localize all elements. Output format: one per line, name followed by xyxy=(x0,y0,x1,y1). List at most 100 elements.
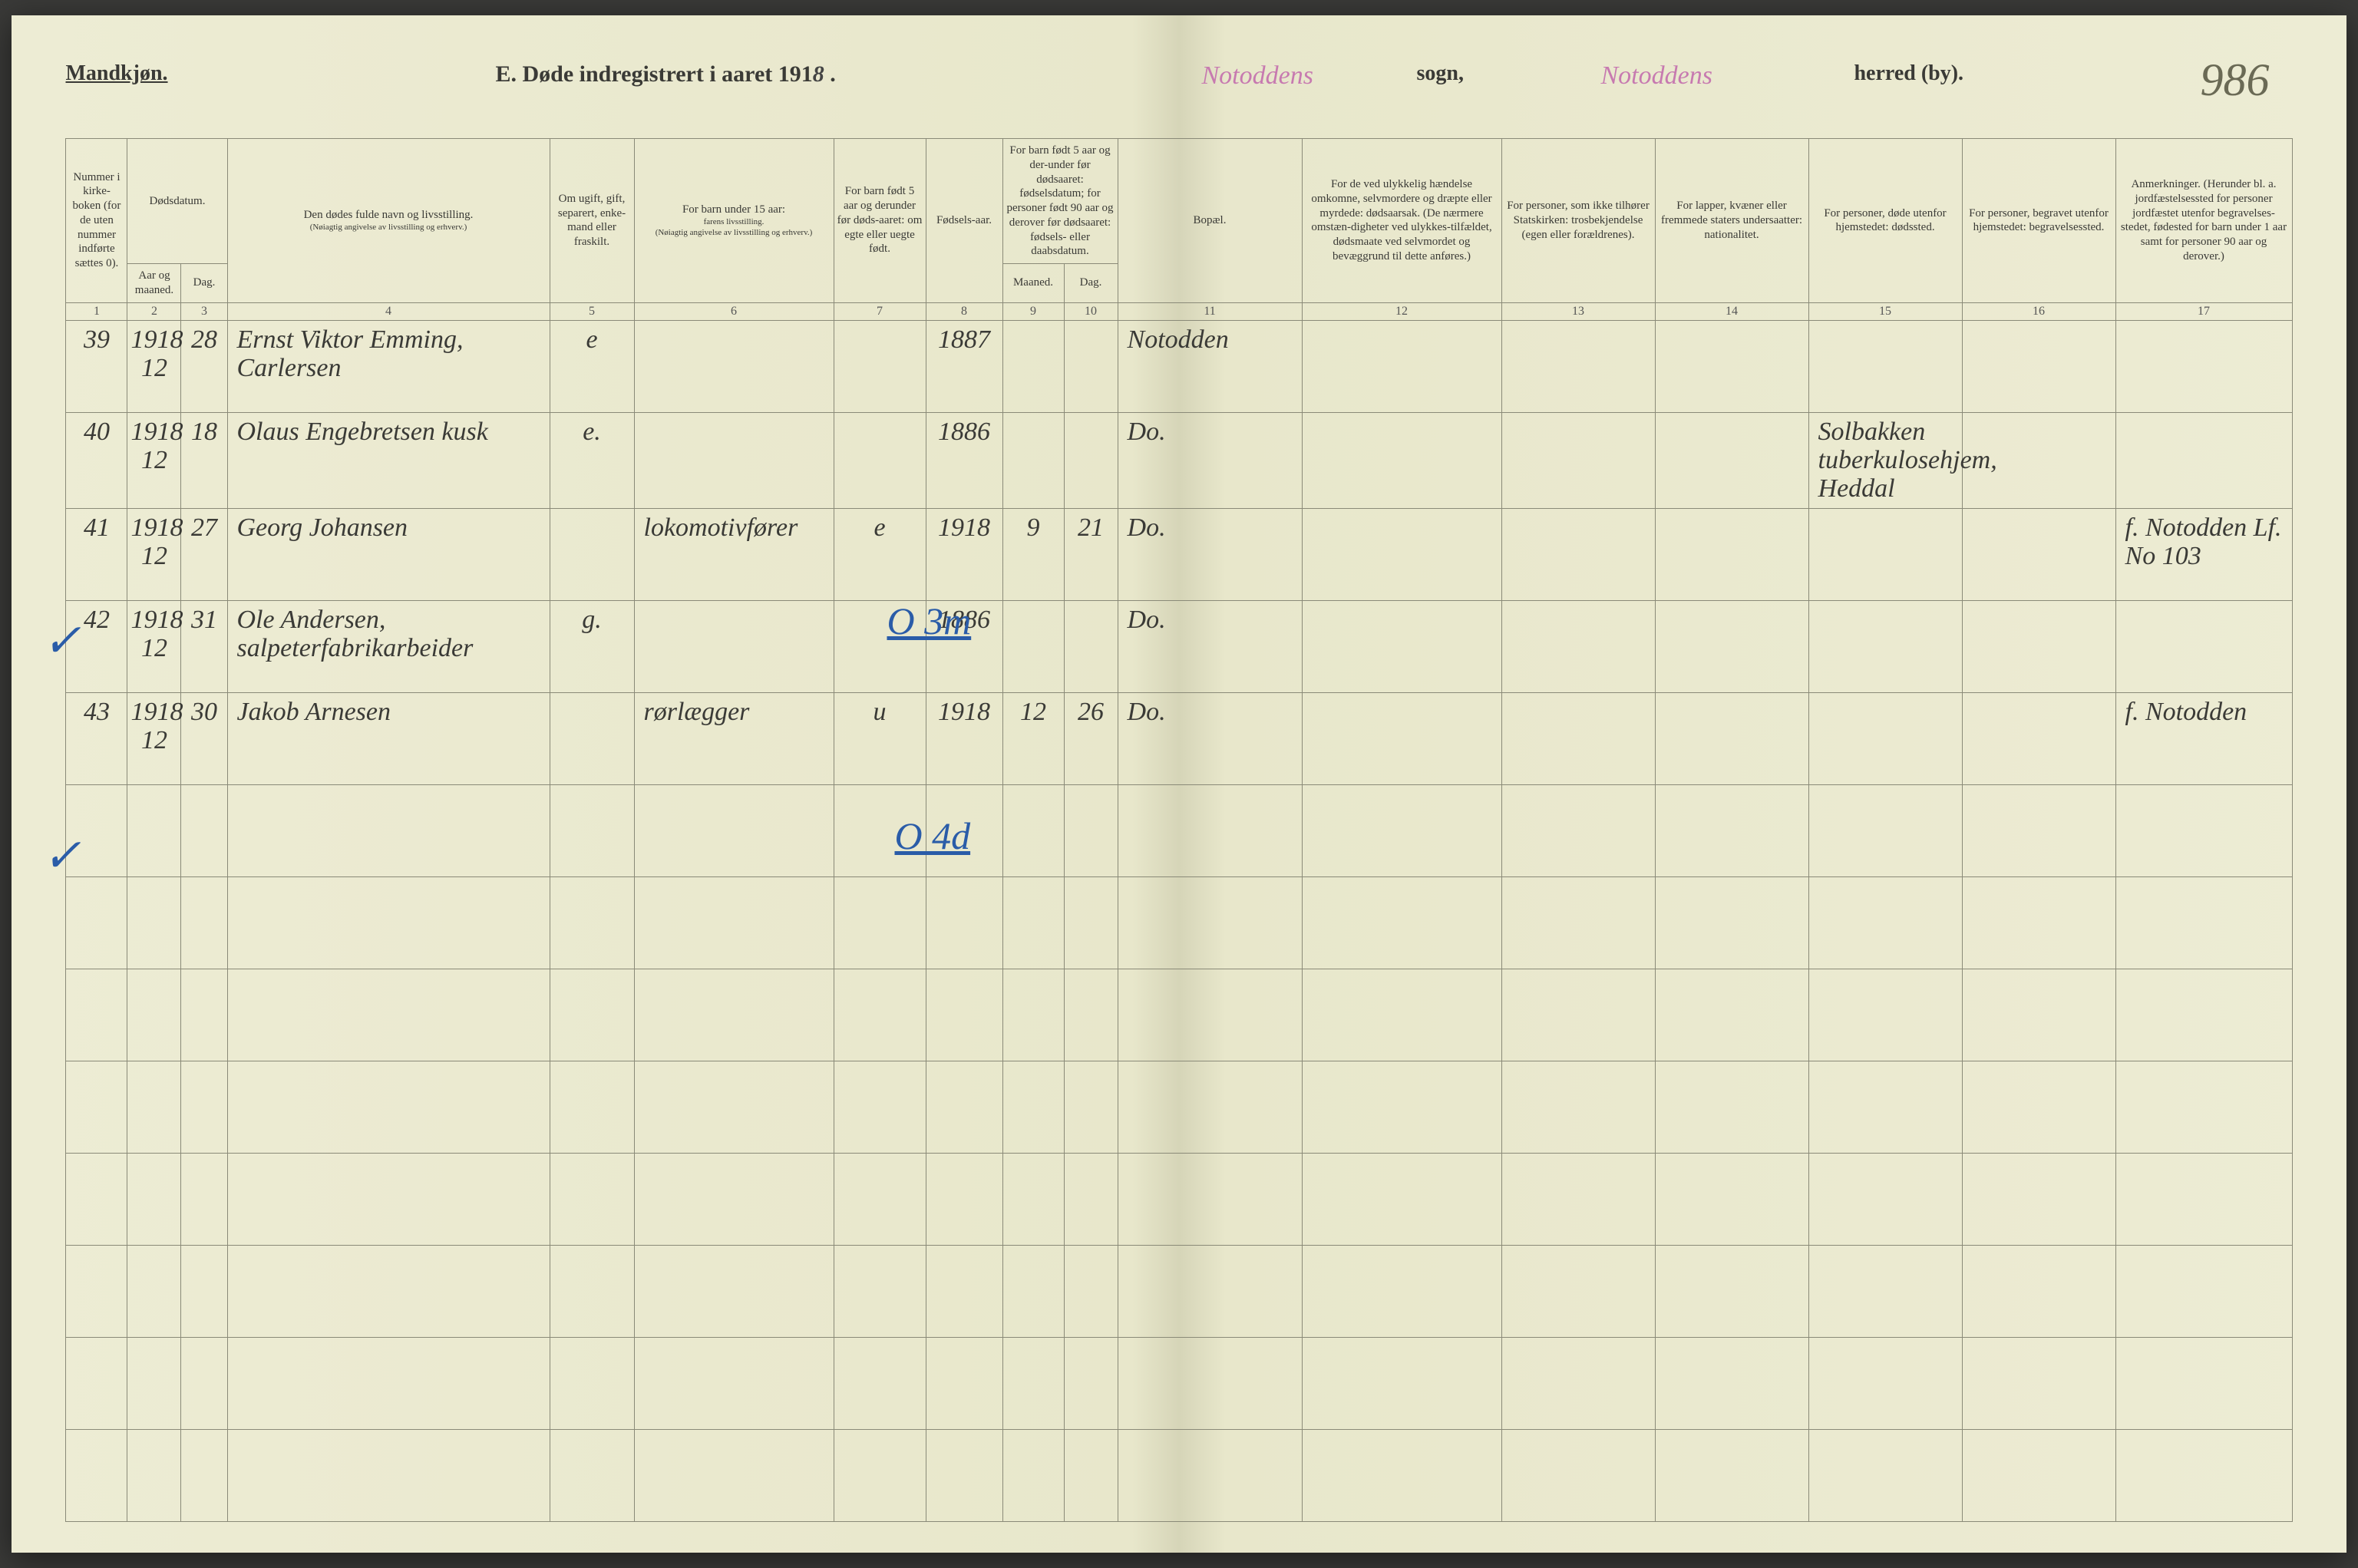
cell xyxy=(1501,784,1655,876)
form-title: E. Døde indregistrert i aaret 1918 . xyxy=(495,61,835,87)
cell: Do. xyxy=(1118,412,1302,508)
cell xyxy=(2115,876,2292,969)
cell xyxy=(550,1153,634,1245)
cell xyxy=(550,1061,634,1153)
cell: 18 xyxy=(181,412,227,508)
cell xyxy=(227,1153,550,1245)
cell xyxy=(66,969,127,1061)
cell: Ole Andersen, salpeterfabrikarbeider xyxy=(227,600,550,692)
col-header-9c: Dag. xyxy=(1064,264,1118,303)
cell: 43 xyxy=(66,692,127,784)
cell: 21 xyxy=(1064,508,1118,600)
cell: 30 xyxy=(181,692,227,784)
cell xyxy=(1302,320,1501,412)
colnum: 13 xyxy=(1501,302,1655,320)
colnum: 7 xyxy=(834,302,926,320)
cell: g. xyxy=(550,600,634,692)
ledger-page: Mandkjøn. E. Døde indregistrert i aaret … xyxy=(12,15,2346,1553)
cell: 9 xyxy=(1002,508,1064,600)
cell xyxy=(1302,692,1501,784)
cell xyxy=(1002,876,1064,969)
table-row xyxy=(66,784,2292,876)
col-header-13: For personer, som ikke tilhører Statskir… xyxy=(1501,139,1655,303)
title-prefix: E. Døde indregistrert i aaret 191 xyxy=(495,61,812,87)
colnum: 1 xyxy=(66,302,127,320)
cell xyxy=(926,969,1002,1061)
cell xyxy=(1002,1337,1064,1429)
cell xyxy=(1064,412,1118,508)
cell xyxy=(1302,1061,1501,1153)
cell: Jakob Arnesen xyxy=(227,692,550,784)
blue-annotation: O 3m xyxy=(887,599,971,643)
herred-label: herred (by). xyxy=(1854,61,1963,86)
cell xyxy=(1501,320,1655,412)
cell xyxy=(127,1153,181,1245)
cell xyxy=(1655,508,1808,600)
table-row xyxy=(66,1245,2292,1337)
cell xyxy=(66,1061,127,1153)
cell xyxy=(1501,1153,1655,1245)
cell: f. Notodden xyxy=(2115,692,2292,784)
cell xyxy=(1302,1153,1501,1245)
cell xyxy=(181,784,227,876)
cell xyxy=(1302,876,1501,969)
cell xyxy=(1962,600,2115,692)
cell xyxy=(834,1337,926,1429)
col-header-7: For barn født 5 aar og derunder før døds… xyxy=(834,139,926,303)
colnum: 10 xyxy=(1064,302,1118,320)
cell xyxy=(1064,784,1118,876)
cell xyxy=(127,1245,181,1337)
cell xyxy=(127,784,181,876)
cell xyxy=(1962,1153,2115,1245)
check-mark-icon: ✓ xyxy=(42,829,81,883)
blue-annotation: O 4d xyxy=(894,814,970,858)
cell xyxy=(1962,969,2115,1061)
cell: 1887 xyxy=(926,320,1002,412)
cell xyxy=(1002,600,1064,692)
cell xyxy=(1002,969,1064,1061)
cell xyxy=(1962,692,2115,784)
cell xyxy=(1118,784,1302,876)
cell xyxy=(1655,1337,1808,1429)
cell xyxy=(1064,600,1118,692)
cell xyxy=(2115,412,2292,508)
cell xyxy=(1962,1337,2115,1429)
cell xyxy=(1655,1153,1808,1245)
cell xyxy=(1002,784,1064,876)
cell: Georg Johansen xyxy=(227,508,550,600)
col-4-sub: (Nøiagtig angivelse av livsstilling og e… xyxy=(231,223,547,233)
cell xyxy=(834,1153,926,1245)
cell xyxy=(1118,969,1302,1061)
cell xyxy=(1808,1061,1962,1153)
cell xyxy=(2115,1061,2292,1153)
ledger-table: Nummer i kirke-boken (for de uten nummer… xyxy=(65,138,2292,1522)
cell xyxy=(1501,1245,1655,1337)
cell xyxy=(834,320,926,412)
cell xyxy=(1118,1061,1302,1153)
cell xyxy=(1501,969,1655,1061)
colnum: 16 xyxy=(1962,302,2115,320)
cell xyxy=(634,876,834,969)
cell xyxy=(1962,1429,2115,1521)
col-header-9: For barn født 5 aar og der-under før død… xyxy=(1002,139,1118,264)
cell xyxy=(1655,1061,1808,1153)
cell xyxy=(1302,1337,1501,1429)
cell xyxy=(1064,1337,1118,1429)
cell xyxy=(1064,876,1118,969)
col-header-2b: Aar og maaned. xyxy=(127,264,181,303)
cell: 1886 xyxy=(926,412,1002,508)
cell: e. xyxy=(550,412,634,508)
cell xyxy=(1808,969,1962,1061)
cell: Do. xyxy=(1118,600,1302,692)
cell xyxy=(2115,1337,2292,1429)
cell: 40 xyxy=(66,412,127,508)
table-row: 4219181231Ole Andersen, salpeterfabrikar… xyxy=(66,600,2292,692)
cell xyxy=(1302,969,1501,1061)
cell xyxy=(1118,876,1302,969)
cell xyxy=(2115,1153,2292,1245)
col-header-8: Fødsels-aar. xyxy=(926,139,1002,303)
cell xyxy=(834,1245,926,1337)
cell xyxy=(550,508,634,600)
check-mark-icon: ✓ xyxy=(42,614,81,668)
col-6-c: (Nøiagtig angivelse av livsstilling og e… xyxy=(638,228,831,239)
